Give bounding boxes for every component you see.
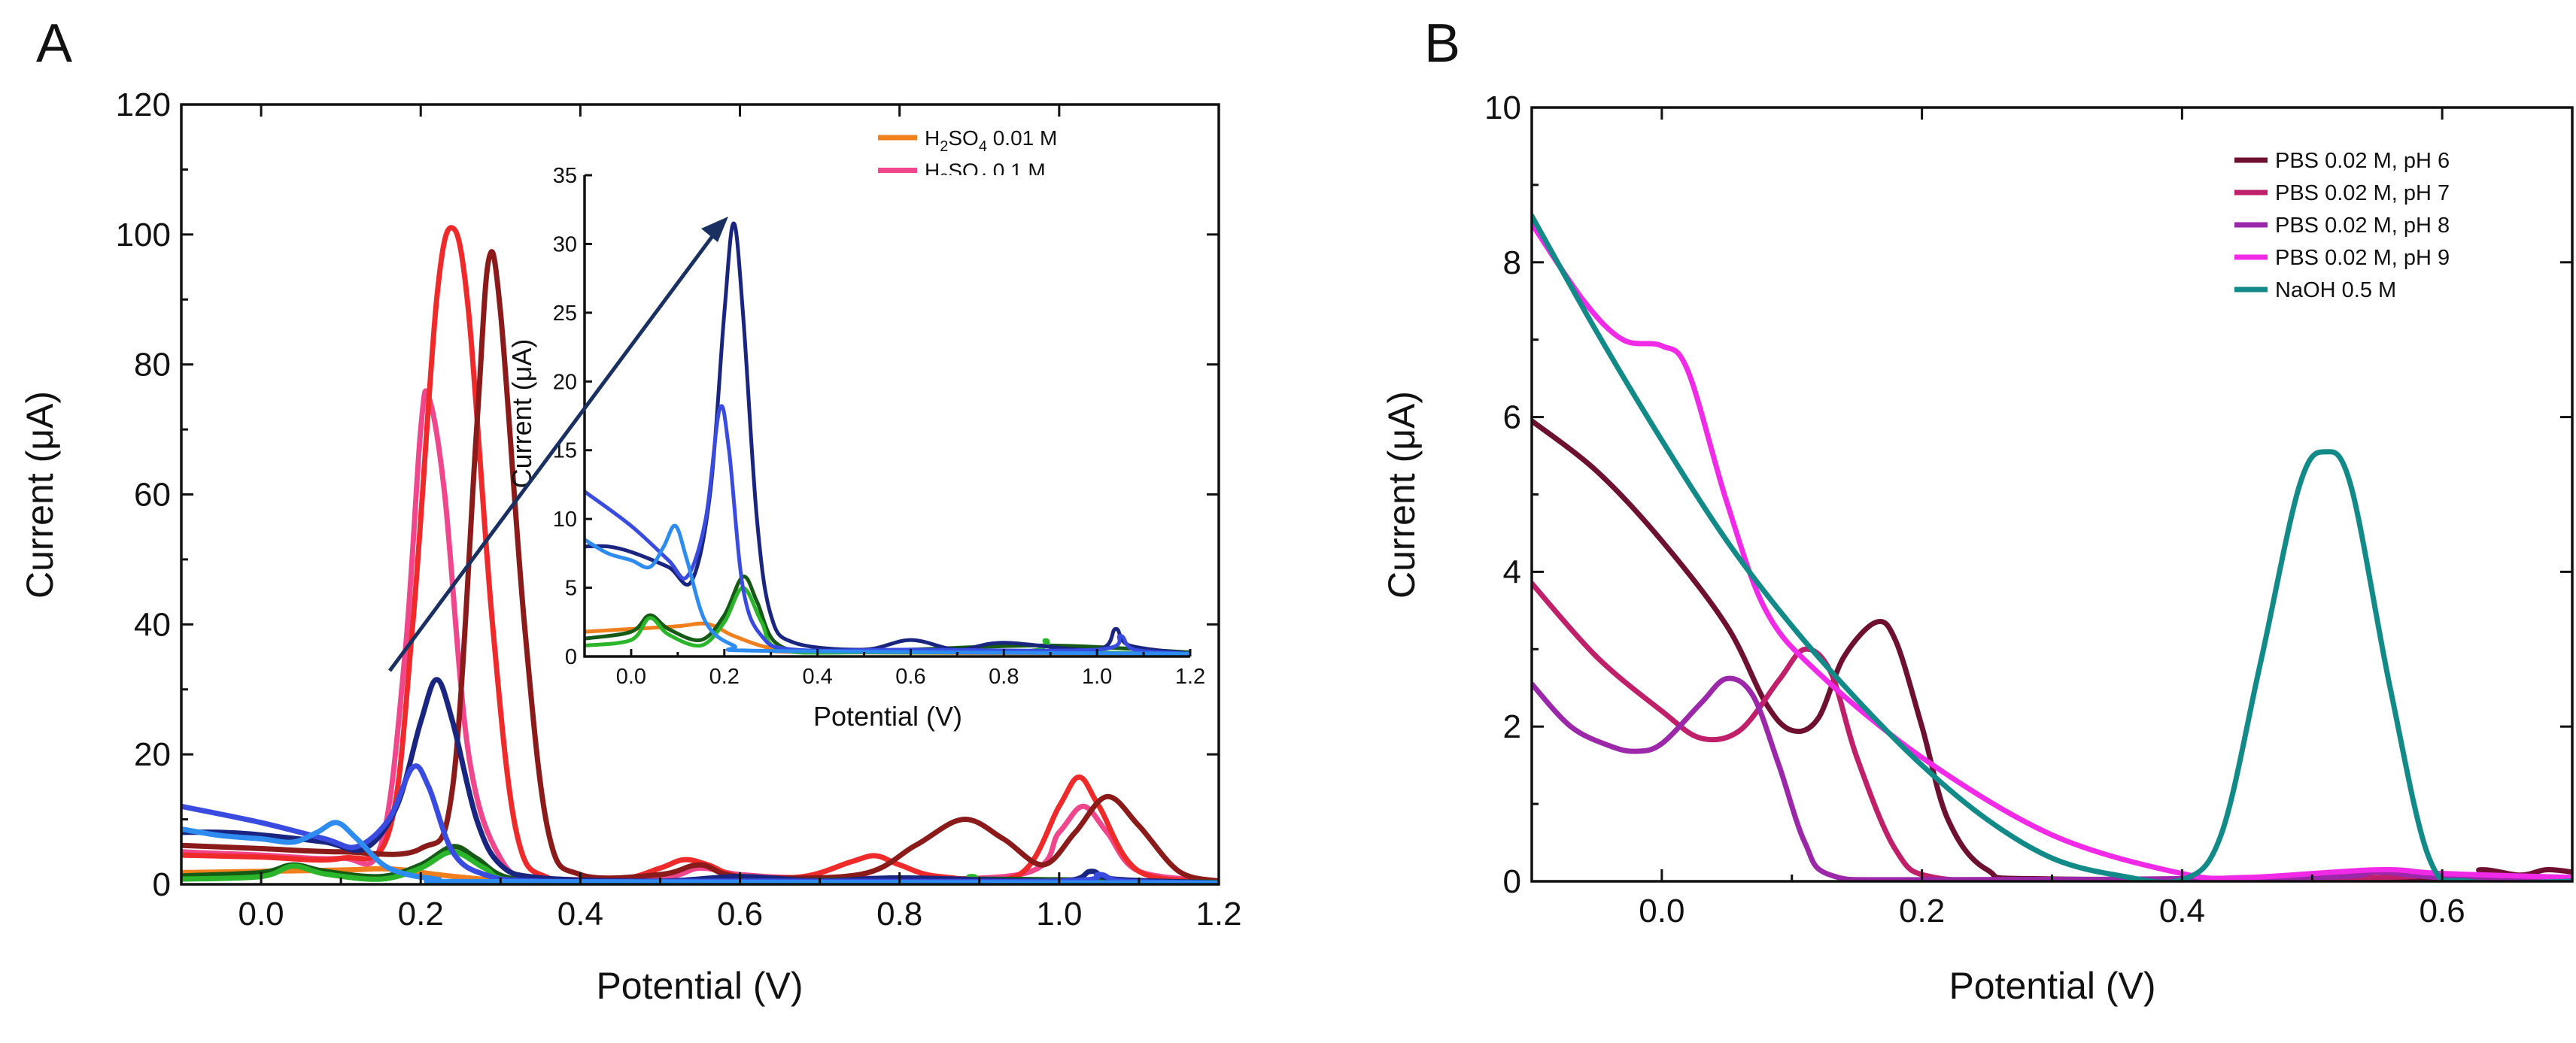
b-legend-label: PBS 0.02 M, pH 7	[2275, 181, 2450, 205]
b-x-tick-label: 0.4	[2159, 893, 2205, 929]
b-y-tick-label: 0	[1503, 863, 1521, 900]
chart-b-xlabel: Potential (V)	[1949, 965, 2155, 1007]
b-series-pbs-0-02-m-ph-9	[1532, 220, 2572, 881]
inset-series-ac-buffer-0-1-m-ph-5	[585, 586, 1190, 656]
chart-b-legend: PBS 0.02 M, pH 6 PBS 0.02 M, pH 7 PBS 0.02…	[2234, 149, 2450, 302]
inset-y-tick-label: 0	[565, 645, 577, 669]
b-series-naoh-0-5-m	[1532, 213, 2572, 881]
inset-series-pb-0-02-m-ph-3	[585, 404, 1190, 656]
b-y-tick-label: 6	[1503, 399, 1521, 436]
inset-ylabel: Current (μA)	[506, 339, 537, 489]
inset-y-tick-label: 30	[553, 232, 577, 256]
a-y-tick-label: 0	[153, 866, 171, 903]
inset-y-tick-label: 25	[553, 302, 577, 326]
inset-y-tick-label: 5	[565, 577, 577, 601]
a-x-tick-label: 0.4	[557, 896, 603, 932]
chart-a-xlabel: Potential (V)	[596, 965, 803, 1007]
inset-ticks: 0.0 0.2 0.4 0.6 0.8 1.0 1.2 0 5 10 15 20 25 30 35	[553, 164, 1205, 689]
inset-y-tick-label: 20	[553, 370, 577, 394]
inset-curves	[585, 221, 1190, 656]
inset-series-ac-buffer-0-1-m-ph-4	[585, 575, 1190, 655]
b-legend-label: PBS 0.02 M, pH 8	[2275, 214, 2450, 238]
a-y-tick-label: 120	[116, 86, 171, 123]
a-series-pb-0-02-m-ph-4	[181, 820, 1219, 884]
inset-x-tick-label: 1.0	[1082, 665, 1112, 689]
inset-background	[585, 175, 1190, 656]
chart-a-ylabel: Current (μA)	[19, 391, 61, 599]
a-series-pb-0-02-m-ph-3	[181, 763, 1219, 884]
inset-x-tick-label: 0.2	[709, 665, 740, 689]
chart-b-ticks: 0.0 0.2 0.4 0.6 0 2 4 6 8 10	[1484, 89, 2572, 929]
a-x-tick-label: 0.8	[876, 896, 922, 932]
b-legend-label: PBS 0.02 M, pH 9	[2275, 246, 2450, 270]
b-y-tick-label: 2	[1503, 708, 1521, 745]
b-series-pbs-0-02-m-ph-8	[1532, 675, 2572, 881]
a-y-tick-label: 60	[134, 477, 171, 514]
b-x-tick-label: 0.2	[1899, 893, 1945, 929]
a-x-tick-label: 0.2	[398, 896, 444, 932]
a-x-tick-label: 1.2	[1195, 896, 1241, 932]
b-y-tick-label: 8	[1503, 244, 1521, 281]
a-x-tick-label: 0.0	[238, 896, 284, 932]
inset-x-tick-label: 1.2	[1175, 665, 1205, 689]
chart-a-curves	[181, 225, 1219, 884]
zoom-arrow	[387, 217, 728, 672]
panel-label-a: A	[36, 14, 72, 74]
inset-series-pb-0-02-m-ph-4	[585, 523, 1190, 656]
chart-b: 0.0 0.2 0.4 0.6 0 2 4 6 8 10 Potential (V) Curren…	[1381, 89, 2574, 1007]
inset-y-tick-label: 35	[553, 164, 577, 188]
panel-label-b: B	[1424, 14, 1460, 74]
inset-y-tick-label: 10	[553, 508, 577, 532]
b-y-tick-label: 4	[1503, 553, 1521, 590]
b-legend-label: NaOH 0.5 M	[2275, 278, 2396, 302]
inset-y-tick-label: 15	[553, 439, 577, 463]
inset-x-tick-label: 0.0	[616, 665, 646, 689]
b-x-tick-label: 0.6	[2420, 893, 2465, 929]
b-y-tick-label: 10	[1484, 89, 1521, 126]
inset-x-tick-label: 0.6	[895, 665, 925, 689]
chart-b-curves	[1532, 213, 2572, 881]
a-y-tick-label: 20	[134, 736, 171, 773]
a-y-tick-label: 80	[134, 347, 171, 384]
a-y-tick-label: 100	[116, 217, 171, 253]
zoom-arrow-line	[387, 232, 717, 672]
zoom-arrow-head	[701, 217, 728, 242]
a-x-tick-label: 0.6	[717, 896, 763, 932]
a-series-h2so4-1-m	[181, 249, 1219, 884]
a-legend-label: H2SO4 0.01 M	[925, 126, 1057, 155]
chart-b-ylabel: Current (μA)	[1381, 391, 1423, 599]
a-x-tick-label: 1.0	[1036, 896, 1082, 932]
inset-xlabel: Potential (V)	[813, 701, 962, 732]
b-x-tick-label: 0.0	[1639, 893, 1684, 929]
chart-a-inset: 0.0 0.2 0.4 0.6 0.8 1.0 1.2 0 5 10 15 20 25 30 35 Pote…	[506, 164, 1205, 732]
inset-x-tick-label: 0.8	[989, 665, 1019, 689]
a-y-tick-label: 40	[134, 606, 171, 643]
b-legend-label: PBS 0.02 M, pH 6	[2275, 149, 2450, 173]
a-series-h2so4-0-1-m	[181, 388, 1219, 884]
inset-x-tick-label: 0.4	[802, 665, 832, 689]
